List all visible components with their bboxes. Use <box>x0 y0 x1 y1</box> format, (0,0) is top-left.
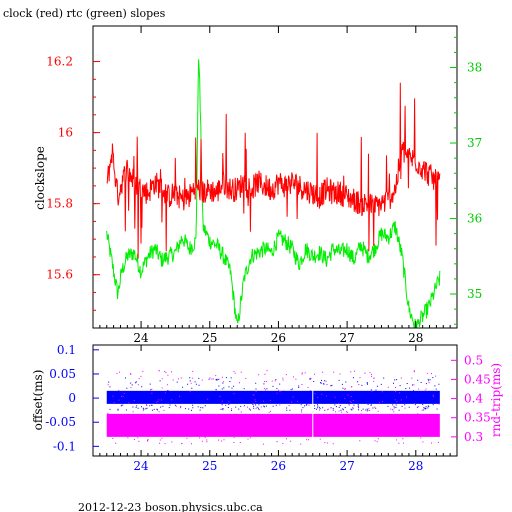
bottom-x-tick-label: 27 <box>339 459 354 473</box>
top-panel: 24 25 26 27 28 15.6 15.8 16 16.2 35 36 37 38 clocksl… <box>33 25 482 345</box>
bottom-y-tick-label: -0.05 <box>45 415 76 429</box>
clock-series-line <box>106 82 441 259</box>
bottom-x-tick-label: 26 <box>271 459 286 473</box>
bottom-y-tick-label: 0.05 <box>49 367 76 381</box>
rtc-series-line <box>106 59 441 328</box>
top-y-tick-label: 16 <box>58 126 73 140</box>
top-y2-tick-label: 38 <box>467 61 482 75</box>
top-y2-tick-label: 35 <box>467 287 482 301</box>
bottom-x-tick-label: 28 <box>408 459 423 473</box>
bottom-y-tick-label: 0.1 <box>57 343 76 357</box>
bottom-y-tick-label: -0.1 <box>53 439 76 453</box>
bottom-plot-data <box>106 370 440 445</box>
bottom-x-tick-label: 25 <box>202 459 217 473</box>
top-plot-frame <box>92 25 458 329</box>
bottom-y2-tick-label: 0.45 <box>464 372 491 386</box>
top-ylabel: clockslope <box>33 146 47 210</box>
bottom-plot-frame <box>92 344 458 457</box>
chart-title: clock (red) rtc (green) slopes <box>3 7 166 20</box>
bottom-axes: 24 25 26 27 28 -0.1 -0.05 0 0.05 0.1 0.3 0.35 0.4 0.4… <box>45 343 491 473</box>
top-y-tick-label: 16.2 <box>46 55 73 69</box>
top-plot-data <box>106 59 441 328</box>
top-x-tick-label: 27 <box>339 331 354 345</box>
top-x-tick-label: 24 <box>133 331 149 345</box>
bottom-y-tick-label: 0 <box>68 391 76 405</box>
bottom-x-tick-label: 24 <box>133 459 149 473</box>
bottom-ylabel: offset(ms) <box>31 370 45 431</box>
offset-band <box>106 390 440 404</box>
footer: 2012-12-23 boson.physics.ubc.ca <box>78 501 263 512</box>
top-y-tick-label: 15.6 <box>46 268 73 282</box>
bottom-y2-tick-label: 0.3 <box>464 430 483 444</box>
rndtrip-band <box>106 413 440 437</box>
top-y-tick-label: 15.8 <box>46 197 73 211</box>
top-x-tick-label: 26 <box>271 331 286 345</box>
bottom-y2label: rnd-trip(ms) <box>489 363 503 437</box>
top-x-tick-label: 25 <box>202 331 217 345</box>
top-y2-tick-label: 36 <box>467 212 482 226</box>
bottom-panel: 24 25 26 27 28 -0.1 -0.05 0 0.05 0.1 0.3 0.35 0.4 0.4… <box>31 343 503 473</box>
top-x-tick-label: 28 <box>408 331 423 345</box>
bottom-y2-tick-label: 0.4 <box>464 392 483 406</box>
top-y2-tick-label: 37 <box>467 136 482 150</box>
top-axes: 24 25 26 27 28 15.6 15.8 16 16.2 35 36 37 38 <box>46 26 482 345</box>
bottom-y2-tick-label: 0.5 <box>464 353 483 367</box>
bottom-y2-tick-label: 0.35 <box>464 411 491 425</box>
